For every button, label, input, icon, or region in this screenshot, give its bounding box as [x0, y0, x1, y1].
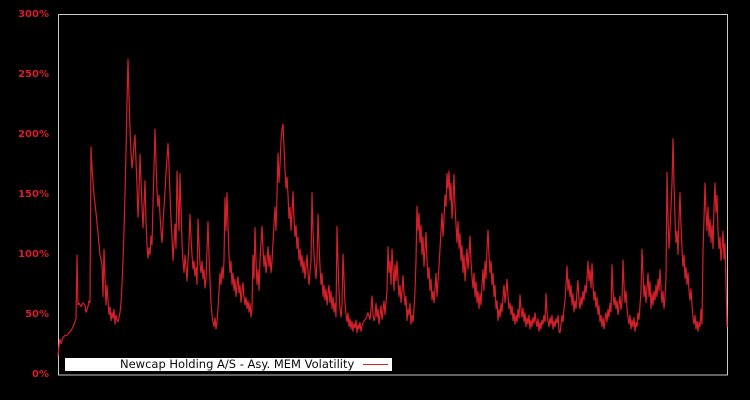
volatility-series-line [57, 58, 728, 356]
y-tick-100: 100% [18, 249, 49, 260]
y-tick-0: 0% [32, 369, 49, 380]
y-tick-150: 150% [18, 189, 49, 200]
legend: Newcap Holding A/S - Asy. MEM Volatility [65, 358, 392, 371]
y-tick-300: 300% [18, 9, 49, 20]
y-tick-200: 200% [18, 129, 49, 140]
y-tick-250: 250% [18, 69, 49, 80]
legend-series-label: Newcap Holding A/S - Asy. MEM Volatility [120, 357, 355, 371]
legend-line-sample-icon [363, 364, 388, 365]
plot-frame [58, 14, 728, 376]
y-tick-50: 50% [25, 309, 49, 320]
